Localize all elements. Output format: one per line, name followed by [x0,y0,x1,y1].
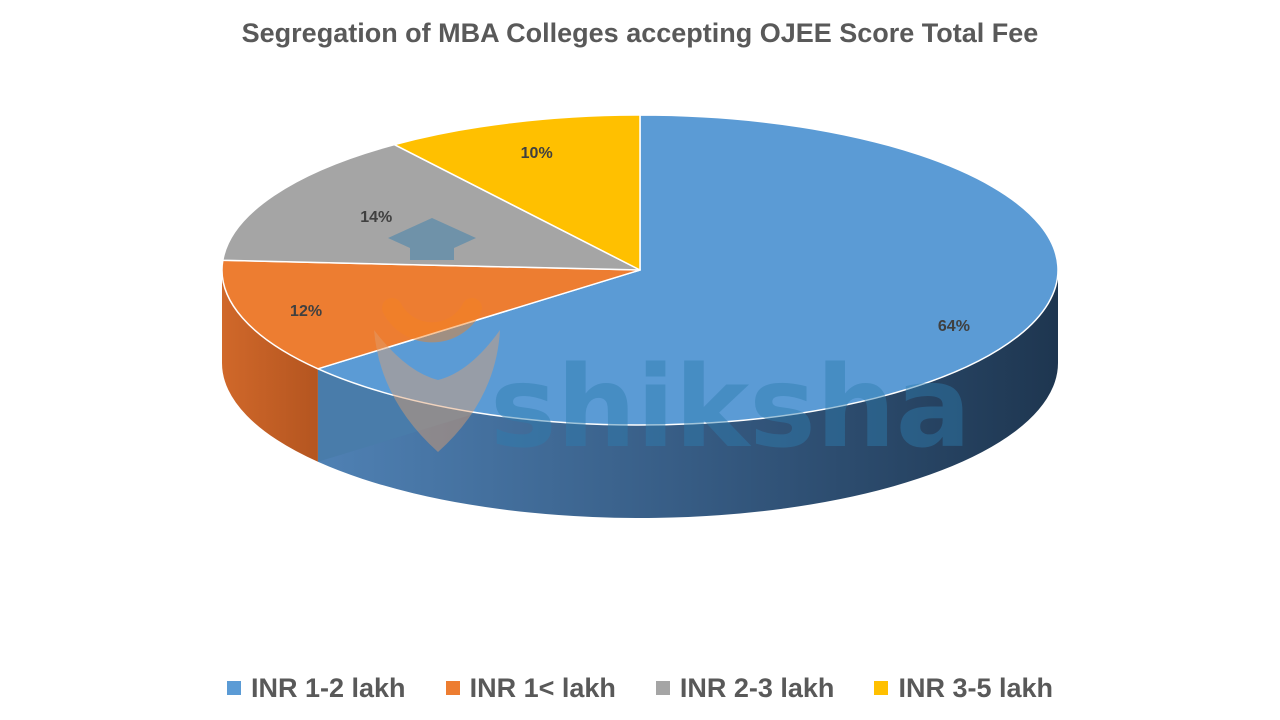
chart-legend: INR 1-2 lakh INR 1< lakh INR 2-3 lakh INR 3… [0,668,1280,708]
legend-swatch [227,681,241,695]
legend-swatch [874,681,889,695]
mortarboard-cap-base [410,244,454,260]
pie-slice-inr-1-lakh [221,259,641,370]
pie-top-layer [221,114,1059,426]
pie-side-inr-1-2-lakh [317,270,1058,518]
legend-item-inr-1-lakh: INR 1< lakh [445,672,616,704]
pie-slice-inr-2-3-lakh [222,143,641,271]
mortarboard-icon [388,218,476,258]
slice-label-inr-2-3-lakh: 14% [360,209,392,226]
pie-slice-inr-3-5-lakh [393,114,641,271]
slice-label-inr-3-5-lakh: 10% [521,145,553,162]
watermark-text: shiksha [490,343,971,473]
chart-title: Segregation of MBA Colleges accepting OJ… [241,18,1039,48]
legend-swatch [445,681,460,695]
legend-label: INR 3-5 lakh [898,672,1053,703]
legend-item-inr-1-2-lakh: INR 1-2 lakh [227,673,406,704]
legend-label: INR 1-2 lakh [251,672,406,703]
slice-label-inr-1-lakh: 12% [290,303,322,320]
logo-figure-icon [374,330,500,452]
pie-labels-layer: 64% 12% 14% 10% [290,145,970,335]
legend-item-inr-3-5-lakh: INR 3-5 lakh [874,673,1053,704]
shiksha-watermark: shiksha [374,218,971,473]
legend-label: INR 2-3 lakh [679,672,835,703]
logo-ring-icon [382,298,482,343]
legend-label: INR 1< lakh [469,672,616,703]
slice-label-inr-1-2-lakh: 64% [938,318,970,335]
pie-side-inr-1-lakh [222,270,318,462]
pie-slice-inr-1-2-lakh [317,114,1059,426]
legend-swatch [655,681,670,695]
pie-chart: shiksha 64% 12% 14% 10% [221,114,1059,518]
legend-item-inr-2-3-lakh: INR 2-3 lakh [655,672,835,704]
